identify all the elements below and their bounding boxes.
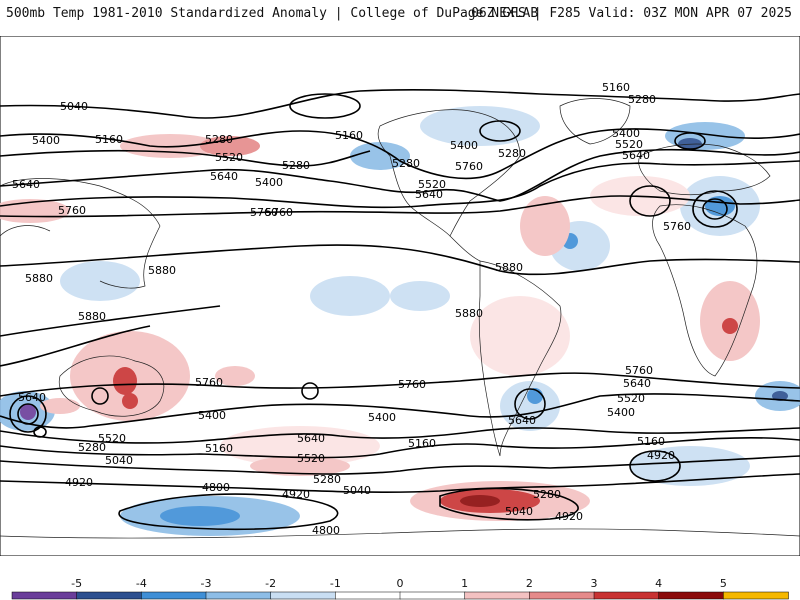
contour-label: 5640: [508, 414, 536, 427]
contour-label: 5400: [255, 176, 283, 189]
contour-label: 5280: [282, 159, 310, 172]
contour-label: 5520: [615, 138, 643, 151]
contour-label: 5040: [105, 454, 133, 467]
anomaly-map: 5040 5160 5280 5160 5280 5400 5520 5400 …: [0, 36, 800, 556]
contour-label: 5760: [455, 160, 483, 173]
contour-label: 5400: [32, 134, 60, 147]
contour-label: 5520: [418, 178, 446, 191]
contour-label: 4800: [202, 481, 230, 494]
contour-label: 5640: [415, 188, 443, 201]
contour-label: 5640: [210, 170, 238, 183]
header: 500mb Temp 1981-2010 Standardized Anomal…: [0, 0, 800, 34]
contour-label: 5640: [297, 432, 325, 445]
contour-label: 5760: [250, 206, 278, 219]
contour-label: 5280: [78, 441, 106, 454]
contour-label: 5160: [602, 81, 630, 94]
contour-label: 5400: [368, 411, 396, 424]
contour-label: 5160: [637, 435, 665, 448]
contour-label: 5640: [12, 178, 40, 191]
colorbar-tick-label: -2: [265, 577, 277, 590]
colorbar-segment: [335, 591, 401, 600]
contour-label: 4920: [282, 488, 310, 501]
contour-labels: 5040 5160 5280 5160 5280 5400 5520 5400 …: [12, 81, 691, 537]
colorbar-segment: [464, 591, 531, 600]
colorbar-segment: [141, 591, 207, 600]
colorbar-tick-label: 2: [525, 577, 533, 590]
contour-label: 5040: [60, 100, 88, 113]
contour-label: 5880: [25, 272, 53, 285]
contour-label: 5040: [343, 484, 371, 497]
contour-label: 4920: [647, 449, 675, 462]
map-title: 500mb Temp 1981-2010 Standardized Anomal…: [6, 6, 539, 21]
contour-label: 5280: [313, 473, 341, 486]
contour-label: 5280: [498, 147, 526, 160]
contour-label: 5520: [98, 432, 126, 445]
colorbar-tick-label: 3: [590, 577, 598, 590]
model-run-info: 06Z GFS | F285 Valid: 03Z MON APR 07 202…: [471, 6, 792, 21]
continent-outlines: [0, 98, 800, 539]
contour-label: 5400: [612, 127, 640, 140]
contour-label: 5520: [215, 151, 243, 164]
colorbar-segment: [11, 591, 78, 600]
contour-label: 5040: [505, 505, 533, 518]
contour-label: 5880: [148, 264, 176, 277]
contour-label: 5400: [450, 139, 478, 152]
contour-label: 5280: [533, 488, 561, 501]
colorbar-segment: [723, 591, 789, 600]
colorbar-tick-label: 4: [655, 577, 663, 590]
contour-label: 5760: [398, 378, 426, 391]
contour-label: 5760: [195, 376, 223, 389]
anomaly-colorbar: [11, 591, 789, 600]
colorbar-segment: [529, 591, 595, 600]
contour-label: 4920: [555, 510, 583, 523]
contour-label: 5160: [205, 442, 233, 455]
contour-label: 5280: [628, 93, 656, 106]
colorbar-tick-label: 5: [719, 577, 727, 590]
colorbar-tick-label: -1: [329, 577, 341, 590]
contour-label: 5520: [617, 392, 645, 405]
contour-label: 5760: [58, 204, 86, 217]
colorbar-segment: [76, 591, 143, 600]
contour-label: 5640: [623, 377, 651, 390]
contour-label: 5760: [625, 364, 653, 377]
colorbar-tick-label: 0: [396, 577, 404, 590]
contour-label: 5400: [607, 406, 635, 419]
contour-label: 5160: [335, 129, 363, 142]
colorbar-segment: [658, 591, 725, 600]
colorbar-bars: [11, 591, 789, 600]
contour-label: 5880: [495, 261, 523, 274]
colorbar-segment: [205, 591, 272, 600]
contour-label: 4920: [65, 476, 93, 489]
colorbar-tick-label: -4: [135, 577, 147, 590]
height-contours: [0, 88, 800, 531]
contour-label: 5760: [663, 220, 691, 233]
colorbar-tick-label: 1: [461, 577, 469, 590]
contour-label: 5520: [297, 452, 325, 465]
contour-label: 5160: [95, 133, 123, 146]
contour-label: 4800: [312, 524, 340, 537]
contour-label: 5400: [198, 409, 226, 422]
contour-label: 5280: [392, 157, 420, 170]
colorbar-tick-label: -3: [200, 577, 212, 590]
contour-label: 5880: [78, 310, 106, 323]
colorbar-segment: [399, 591, 466, 600]
contour-label: 5280: [205, 133, 233, 146]
contour-label: 5640: [622, 149, 650, 162]
contour-label: 5760: [265, 206, 293, 219]
colorbar-tick-label: -5: [71, 577, 83, 590]
contour-label: 5160: [408, 437, 436, 450]
contour-label: 5640: [18, 391, 46, 404]
colorbar-segment: [270, 591, 337, 600]
contour-label: 5880: [455, 307, 483, 320]
colorbar-segment: [593, 591, 660, 600]
